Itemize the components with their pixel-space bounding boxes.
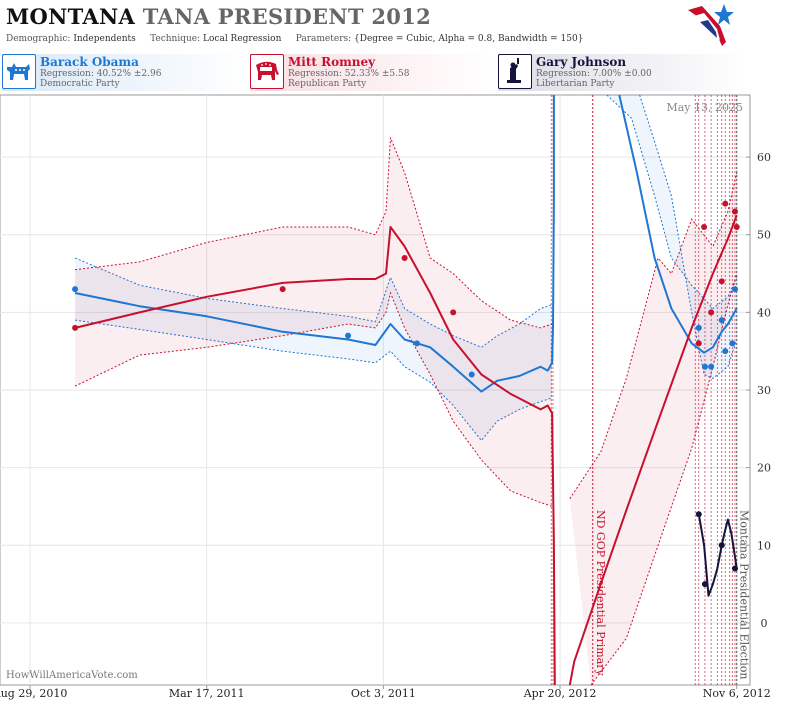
grid	[0, 95, 750, 685]
parameters-value: {Degree = Cubic, Alpha = 0.8, Bandwidth …	[354, 34, 584, 44]
event-label: Montana Presidential Election	[738, 510, 751, 679]
romney-name: Mitt Romney	[288, 55, 376, 69]
band-lower	[75, 319, 553, 442]
poll-point	[72, 324, 79, 331]
poll-point	[701, 223, 708, 230]
watermark: HowWillAmericaVote.com	[6, 670, 138, 681]
poll-point	[718, 542, 725, 549]
technique-value: Local Regression	[203, 34, 282, 44]
confidence-band	[75, 258, 553, 441]
poll-point	[450, 309, 457, 316]
title-state: MONTANA	[6, 4, 136, 29]
legend-romney: Mitt Romney Regression: 52.33% ±5.58 Rep…	[250, 54, 495, 91]
confidence-band	[606, 95, 737, 379]
poll-point	[695, 324, 702, 331]
obama-party: Democratic Party	[40, 79, 120, 89]
confidence-band	[75, 137, 553, 507]
poll-point	[468, 371, 475, 378]
johnson-name: Gary Johnson	[536, 55, 627, 69]
poll-point	[722, 200, 729, 207]
poll-point	[718, 278, 725, 285]
johnson-regression: Regression: 7.00% ±0.00	[536, 69, 652, 79]
poll-point	[733, 223, 740, 230]
site-logo	[688, 4, 734, 46]
poll-point	[708, 363, 715, 370]
poll-point	[695, 511, 702, 518]
band-upper	[75, 137, 553, 329]
event-lines: ND GOP Presidential Primary Montana Presi…	[550, 95, 751, 685]
title-race: TANA PRESIDENT 2012	[142, 4, 432, 29]
poll-point	[731, 565, 738, 572]
series-line	[618, 94, 738, 354]
band-upper	[74, 257, 553, 348]
poll-point	[401, 255, 408, 262]
poll-point	[731, 208, 738, 215]
y-tick-label: 30	[757, 384, 771, 397]
poll-point	[708, 309, 715, 316]
demographic-value: Independents	[73, 34, 136, 44]
y-tick-label: 10	[757, 539, 771, 552]
obama-regression: Regression: 40.52% ±2.96	[40, 69, 162, 79]
poll-point	[729, 340, 736, 347]
poll-point	[695, 340, 702, 347]
y-tick-label: 40	[757, 306, 771, 319]
band-lower	[639, 94, 738, 379]
x-tick-label: Apr 20, 2012	[523, 687, 597, 700]
y-tick-label: 60	[757, 151, 771, 164]
series-line	[74, 95, 555, 393]
poll-point	[72, 286, 79, 293]
liberty-statue-icon	[498, 54, 532, 89]
x-tick-label: Nov 6, 2012	[703, 687, 771, 700]
y-tick-label: 0	[761, 617, 768, 630]
donkey-icon	[2, 54, 36, 89]
x-tick-label: Aug 29, 2010	[0, 687, 67, 700]
series-line	[568, 214, 738, 686]
y-tick-label: 50	[757, 229, 771, 242]
confidence-band	[569, 172, 737, 686]
x-axis: Aug 29, 2010 Mar 17, 2011 Oct 3, 2011 Apr 2…	[0, 685, 771, 700]
johnson-party: Libertarian Party	[536, 79, 615, 89]
poll-point	[701, 581, 708, 588]
poll-points	[72, 200, 740, 588]
poll-point	[279, 286, 286, 293]
y-axis: 0 10 20 30 40 50 60	[746, 151, 771, 630]
obama-name: Barack Obama	[40, 55, 139, 69]
poll-point	[722, 348, 729, 355]
band-lower	[74, 291, 553, 507]
confidence-bands	[74, 94, 738, 686]
event-label: ND GOP Presidential Primary	[594, 510, 607, 677]
legend-obama: Barack Obama Regression: 40.52% ±2.96 De…	[2, 54, 247, 91]
legend-johnson: Gary Johnson Regression: 7.00% ±0.00 Lib…	[498, 54, 747, 91]
elephant-icon	[250, 54, 284, 89]
x-tick-label: Oct 3, 2011	[351, 687, 416, 700]
band-upper	[569, 172, 738, 499]
poll-point	[413, 340, 420, 347]
date-stamp: May 13, 2025	[666, 101, 743, 114]
romney-party: Republican Party	[288, 79, 367, 89]
poll-point	[731, 286, 738, 293]
poll-point	[718, 317, 725, 324]
poll-point	[345, 332, 352, 339]
band-upper	[606, 94, 738, 310]
series-line	[74, 226, 556, 686]
parameters-line: Demographic: Independents Technique: Loc…	[6, 34, 584, 44]
x-tick-label: Mar 17, 2011	[169, 687, 245, 700]
romney-regression: Regression: 52.33% ±5.58	[288, 69, 410, 79]
poll-point	[701, 363, 708, 370]
page-title: MONTANA TANA PRESIDENT 2012	[6, 4, 431, 29]
y-tick-label: 20	[757, 462, 771, 475]
